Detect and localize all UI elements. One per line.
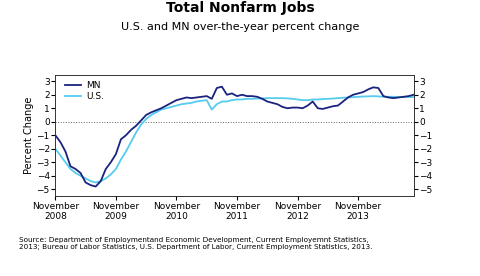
U.S. (370, 94, 375, 98)
U.S. (284, 97, 290, 100)
U.S. (299, 99, 305, 102)
U.S. (108, 173, 113, 176)
Legend: MN, U.S.: MN, U.S. (63, 79, 106, 103)
U.S. (178, 103, 184, 106)
Line: U.S.: U.S. (55, 96, 413, 182)
MN (108, 161, 113, 164)
U.S. (410, 95, 416, 99)
U.S. (390, 95, 396, 99)
U.S. (52, 147, 58, 150)
Text: Source: Department of Employmentand Economic Development, Current Employemnt Sta: Source: Department of Employmentand Econ… (19, 237, 372, 250)
MN (289, 106, 295, 109)
MN (178, 97, 184, 100)
MN (264, 100, 270, 103)
MN (93, 185, 98, 188)
MN (52, 134, 58, 137)
MN (390, 97, 396, 100)
Line: MN: MN (55, 87, 413, 187)
MN (218, 85, 224, 88)
MN (410, 93, 416, 96)
Text: U.S. and MN over-the-year percent change: U.S. and MN over-the-year percent change (121, 22, 359, 32)
Text: Total Nonfarm Jobs: Total Nonfarm Jobs (166, 1, 314, 15)
U.S. (259, 97, 264, 100)
Y-axis label: Percent Change: Percent Change (24, 97, 34, 174)
MN (304, 104, 310, 107)
U.S. (93, 181, 98, 184)
